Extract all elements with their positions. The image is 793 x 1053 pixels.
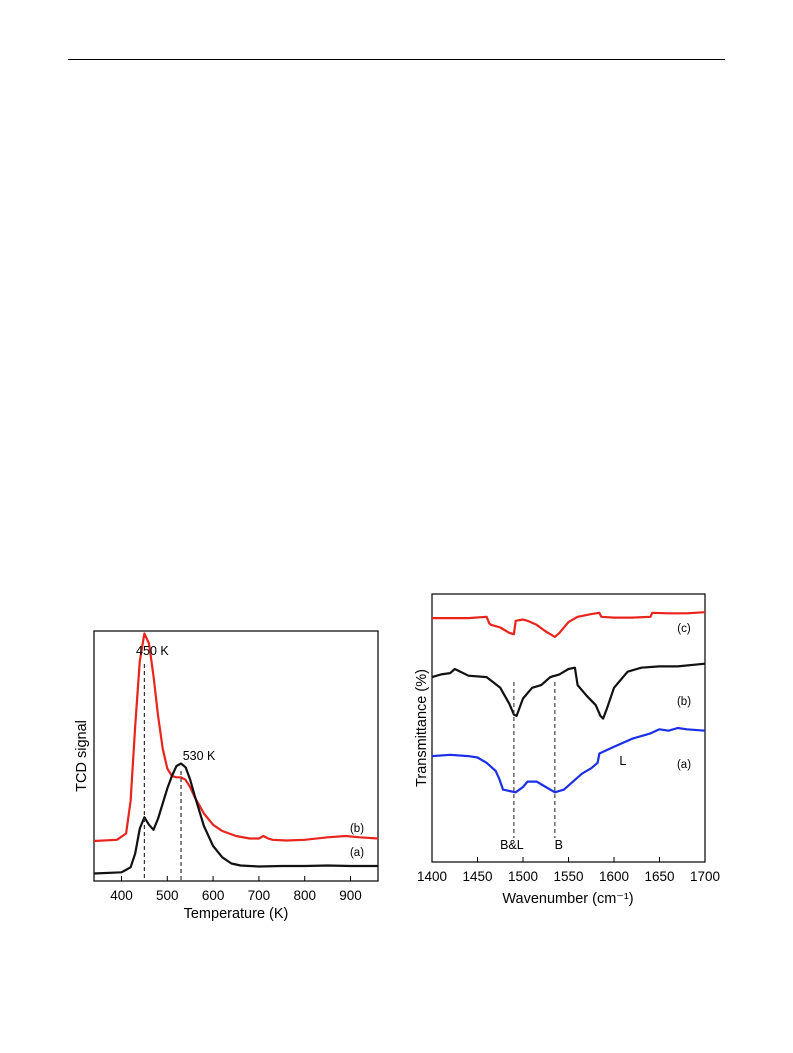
ir-x-tick-label: 1550: [553, 869, 583, 884]
ir-plot-frame: [431, 593, 706, 863]
ir-x-tick-label: 1400: [417, 869, 447, 884]
tpd-x-tick-label: 800: [293, 888, 316, 903]
ir-band-label: B&L: [500, 838, 524, 852]
tpd-plot-frame: [93, 630, 379, 882]
tpd-series-line-1: [93, 762, 378, 875]
tpd-x-axis-title: Temperature (K): [184, 906, 289, 922]
tpd-peak-label: 530 K: [183, 749, 216, 763]
ir-series-label-2: (a): [677, 759, 691, 771]
tpd-x-tick-label: 400: [110, 888, 133, 903]
ir-series-line-1: [431, 662, 706, 720]
ir-annotations: B&L B L: [500, 682, 626, 852]
tpd-series-label-0: (b): [350, 823, 364, 835]
tpd-peak-label: 450 K: [136, 644, 169, 658]
tpd-y-axis-title: TCD signal: [74, 720, 90, 792]
ir-series-line-0: [432, 611, 706, 638]
tpd-x-tick-label: 900: [339, 888, 362, 903]
ir-x-tick-label: 1650: [644, 869, 674, 884]
ir-series: (c) (b) (a): [431, 611, 706, 794]
tpd-x-tick-label: 600: [202, 888, 225, 903]
ir-x-tick-label: 1600: [599, 869, 629, 884]
tpd-series-line-0: [93, 632, 379, 843]
tpd-x-tick-label: 500: [156, 888, 179, 903]
ir-series-label-1: (b): [677, 696, 691, 708]
ir-x-tick-label: 1500: [508, 869, 538, 884]
ir-band-label: L: [619, 754, 626, 768]
ir-x-ticks: 1400 1450 1500 1550 1600 1650 1700: [417, 857, 720, 884]
tpd-series: (b) (a): [93, 632, 379, 875]
tpd-x-tick-label: 700: [248, 888, 271, 903]
tpd-annotations: 450 K 530 K: [136, 644, 216, 881]
ir-y-axis-title: Transmittance (%): [414, 669, 430, 787]
ir-series-label-0: (c): [677, 623, 691, 635]
ir-band-label: B: [555, 838, 563, 852]
ir-x-tick-label: 1700: [690, 869, 720, 884]
tpd-series-label-1: (a): [350, 847, 364, 859]
header-rule: [68, 59, 725, 60]
ir-x-tick-label: 1450: [462, 869, 492, 884]
ir-series-line-2: [431, 726, 706, 794]
tpd-x-ticks: 400 500 600 700 800 900: [110, 876, 362, 903]
ir-x-axis-title: Wavenumber (cm⁻¹): [502, 891, 633, 907]
